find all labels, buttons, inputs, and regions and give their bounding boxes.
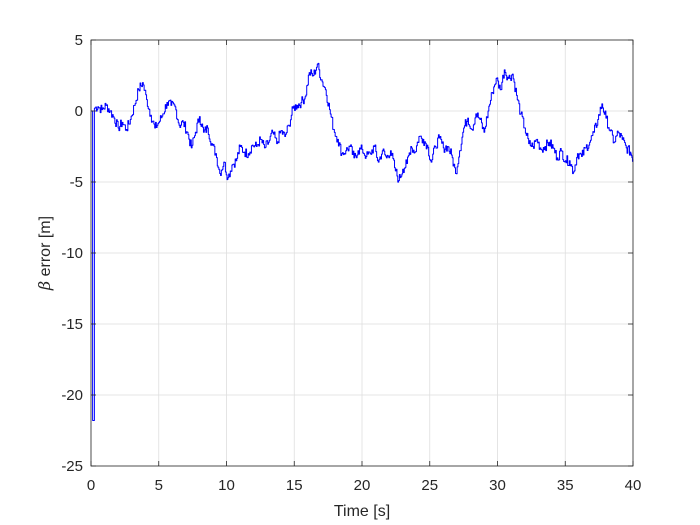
x-axis-ticks: 0 5 10 15 20 25 30 35 40 <box>87 40 642 494</box>
x-tick-label: 15 <box>286 477 303 494</box>
x-tick-label: 30 <box>489 477 506 494</box>
y-tick-label: -15 <box>61 316 83 333</box>
y-tick-label: -10 <box>61 245 83 262</box>
series-line <box>91 62 634 422</box>
y-axis-label: β error [m] <box>35 216 54 291</box>
y-axis-label-symbol: β <box>35 281 54 291</box>
x-tick-label: 5 <box>155 477 163 494</box>
y-tick-label: 5 <box>75 32 83 49</box>
y-axis-label-text: error [m] <box>37 216 54 276</box>
y-axis-ticks: 5 0 -5 -10 -15 -20 -25 <box>61 32 633 475</box>
data-series <box>91 62 634 422</box>
x-tick-label: 10 <box>218 477 235 494</box>
x-tick-label: 25 <box>421 477 438 494</box>
y-tick-label: -20 <box>61 387 83 404</box>
x-tick-label: 0 <box>87 477 95 494</box>
y-tick-label: -5 <box>70 174 83 191</box>
x-tick-label: 35 <box>557 477 574 494</box>
x-tick-label: 40 <box>625 477 642 494</box>
y-tick-label: 0 <box>75 103 83 120</box>
x-axis-label: Time [s] <box>334 503 390 520</box>
x-tick-label: 20 <box>354 477 371 494</box>
y-tick-label: -25 <box>61 458 83 475</box>
